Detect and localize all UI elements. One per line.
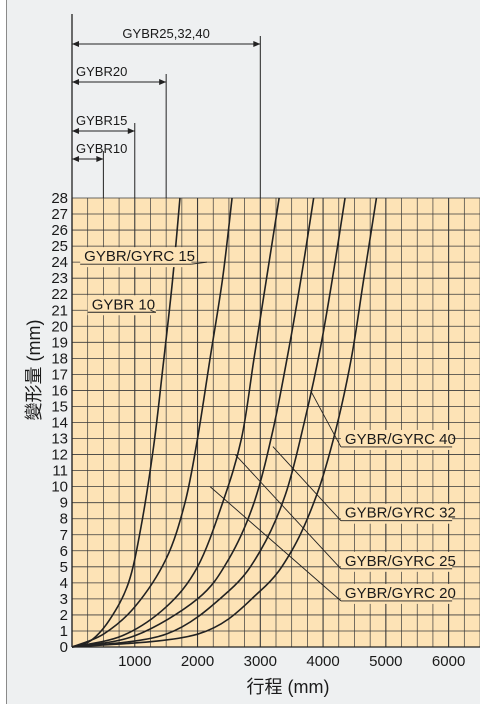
y-tick-label: 9: [60, 495, 68, 512]
series-curve: [71, 197, 280, 648]
leader-line: [234, 454, 342, 570]
y-tick-label: 7: [60, 527, 68, 544]
leader-lines: GYBR 10 GYBR/GYRC 15 GYBR/GYRC 20 GYBR/GYRC…: [80, 247, 456, 604]
y-tick-label: 6: [60, 543, 68, 560]
y-tick-label: 5: [60, 559, 68, 576]
y-tick-label: 12: [51, 447, 68, 464]
series-label-bg: [340, 503, 453, 524]
x-tick-label: 6000: [432, 653, 465, 670]
x-axis-label: 行程 (mm): [247, 677, 330, 697]
leader-line: [310, 390, 342, 448]
marker-label: GYBR20: [76, 64, 127, 79]
y-tick-label: 0: [60, 639, 68, 656]
y-tick-label: 17: [51, 366, 68, 383]
y-tick-label: 20: [51, 318, 68, 335]
y-tick-label: 26: [51, 222, 68, 239]
y-tick-label: 25: [51, 238, 68, 255]
marker-arrowhead-right: [253, 41, 261, 47]
marker-arrowhead-left: [72, 156, 79, 162]
marker-arrowhead-left: [72, 41, 79, 47]
y-tick-label: 13: [51, 431, 68, 448]
x-tick-label: 2000: [181, 653, 214, 670]
marker-arrowhead-right: [96, 156, 104, 162]
y-tick-label: 3: [60, 591, 68, 608]
y-tick-label: 22: [51, 286, 68, 303]
series-label: GYBR 10: [92, 296, 155, 313]
y-tick-label: 19: [51, 334, 68, 351]
marker-arrowhead-left: [72, 79, 79, 85]
series-curve: [71, 197, 346, 648]
y-tick-label: 14: [51, 415, 68, 432]
series-label-bg: [340, 551, 453, 572]
series-label-bg: [340, 583, 453, 604]
series-label-bg: [340, 429, 453, 450]
y-tick-label: 18: [51, 350, 68, 367]
max-stroke-markers: GYBR10 GYBR15 GYBR20 GYBR25,32,40: [72, 26, 261, 198]
y-tick-label: 16: [51, 382, 68, 399]
y-tick-label: 10: [51, 479, 68, 496]
y-tick-label: 23: [51, 270, 68, 287]
series-label-bg: [80, 247, 192, 268]
grid: [71, 14, 480, 648]
y-tick-label: 27: [51, 206, 68, 223]
y-tick-label: 4: [60, 575, 68, 592]
series-label: GYBR/GYRC 15: [84, 248, 195, 265]
marker-label: GYBR25,32,40: [122, 26, 209, 41]
y-axis-label: 變形量 (mm): [24, 320, 44, 421]
series-curve: [71, 197, 233, 648]
series-label: GYBR/GYRC 25: [345, 553, 456, 570]
y-tick-label: 1: [60, 623, 68, 640]
y-tick-label: 24: [51, 254, 68, 271]
x-tick-label: 5000: [369, 653, 402, 670]
x-tick-label: 4000: [306, 653, 339, 670]
series-curve: [71, 197, 181, 648]
x-tick-label: 3000: [244, 653, 277, 670]
marker-arrowhead-left: [72, 128, 79, 134]
marker-label: GYBR10: [76, 141, 127, 156]
y-tick-label: 2: [60, 607, 68, 624]
y-tick-label: 11: [52, 463, 68, 480]
marker-arrowhead-right: [159, 79, 167, 85]
tick-labels: 0123456789101112131415161718192021222324…: [51, 190, 465, 670]
y-tick-label: 15: [51, 398, 68, 415]
series-curve: [71, 197, 315, 648]
series-label-bg: [87, 295, 156, 316]
y-tick-label: 8: [60, 511, 68, 528]
leader-line: [191, 261, 208, 265]
x-tick-label: 1000: [118, 653, 151, 670]
y-tick-label: 21: [51, 302, 68, 319]
marker-label: GYBR15: [76, 113, 127, 128]
marker-arrowhead-right: [127, 128, 135, 134]
series-label: GYBR/GYRC 20: [345, 585, 456, 602]
series-label: GYBR/GYRC 40: [345, 431, 456, 448]
y-tick-label: 28: [51, 190, 68, 207]
series-label: GYBR/GYRC 32: [345, 505, 456, 522]
leader-line: [272, 446, 342, 522]
leader-line: [209, 486, 342, 602]
